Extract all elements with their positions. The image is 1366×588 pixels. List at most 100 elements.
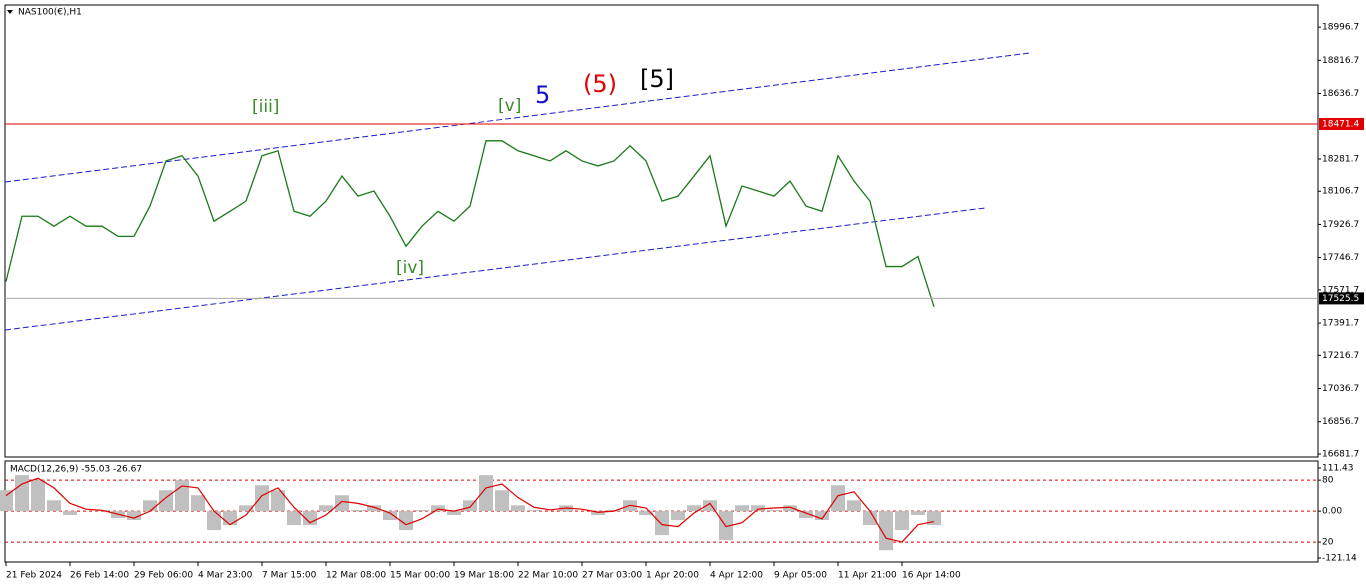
wave-label: (5)	[583, 70, 617, 98]
y-tick-label: 17746.7	[1322, 253, 1359, 263]
y-tick-label: 17926.7	[1322, 220, 1359, 230]
macd-bar	[799, 511, 813, 519]
y-tick-label: -121.14	[1322, 553, 1357, 563]
menu-icon[interactable]	[7, 10, 13, 14]
macd-bar	[383, 511, 397, 521]
price-panel	[4, 4, 1319, 458]
macd-bar	[255, 485, 269, 512]
y-tick-label: 17216.7	[1322, 351, 1359, 361]
macd-bar	[863, 511, 877, 526]
macd-bar	[895, 511, 909, 531]
macd-bar	[767, 509, 781, 512]
x-tick-label: 22 Mar 10:00	[518, 571, 578, 581]
macd-bar	[271, 490, 285, 512]
price-level-label: 17525.5	[1322, 294, 1359, 304]
macd-bar	[367, 505, 381, 512]
y-tick-label: 17036.7	[1322, 384, 1359, 394]
macd-title: MACD(12,26,9) -55.03 -26.67	[10, 465, 142, 475]
x-tick-label: 16 Apr 14:00	[902, 571, 961, 581]
macd-bar	[495, 490, 509, 512]
x-tick-label: 27 Mar 03:00	[582, 571, 642, 581]
wave-label: [iv]	[396, 258, 424, 278]
channel-lower	[4, 207, 986, 331]
macd-bar	[703, 500, 717, 512]
macd-bar	[783, 505, 797, 512]
macd-bar	[655, 511, 669, 536]
y-tick-label: 18996.7	[1322, 23, 1359, 33]
macd-bar	[479, 475, 493, 512]
macd-bar	[687, 505, 701, 512]
x-tick-label: 15 Mar 00:00	[390, 571, 450, 581]
macd-bar	[463, 500, 477, 512]
macd-bar	[879, 511, 893, 551]
y-tick-label: 18106.7	[1322, 187, 1359, 197]
y-tick-label: 111.43	[1322, 463, 1354, 473]
price-level-box	[1319, 117, 1364, 130]
macd-bar	[751, 505, 765, 512]
y-tick-label: 80	[1322, 476, 1334, 486]
macd-bar	[175, 480, 189, 512]
macd-bar	[0, 490, 13, 512]
y-tick-label: 16681.7	[1322, 449, 1359, 459]
y-tick-label: 17571.7	[1322, 285, 1359, 295]
macd-bar	[511, 505, 525, 512]
macd-bar	[239, 505, 253, 512]
macd-bar	[671, 511, 685, 521]
x-tick-label: 9 Apr 05:00	[774, 571, 827, 581]
macd-bar	[815, 511, 829, 521]
x-tick-label: 1 Apr 20:00	[646, 571, 699, 581]
macd-bar	[15, 475, 29, 512]
macd-bar	[527, 509, 541, 512]
y-tick-label: 18636.7	[1322, 89, 1359, 99]
price-level-label: 18471.4	[1322, 119, 1359, 129]
y-tick-label: 16856.7	[1322, 417, 1359, 427]
macd-bar	[335, 495, 349, 512]
y-tick-label: 0.00	[1322, 507, 1342, 517]
macd-bar	[639, 511, 653, 515]
wave-label: 5	[535, 81, 550, 109]
macd-bar	[431, 505, 445, 512]
macd-bar	[287, 511, 301, 526]
macd-bar	[351, 509, 365, 512]
macd-bar	[735, 505, 749, 512]
x-tick-label: 12 Mar 08:00	[326, 571, 386, 581]
x-tick-label: 11 Apr 21:00	[838, 571, 897, 581]
wave-label: [iii]	[252, 97, 279, 117]
macd-bar	[319, 505, 333, 512]
x-tick-label: 21 Feb 2024	[6, 571, 62, 581]
macd-bar	[847, 500, 861, 512]
price-level-box	[1319, 292, 1364, 305]
price-line	[5, 140, 935, 307]
x-tick-label: 4 Mar 23:00	[198, 571, 253, 581]
y-tick-label: 17391.7	[1322, 319, 1359, 329]
wave-label: [5]	[640, 65, 674, 93]
macd-bar	[447, 511, 461, 515]
macd-bar	[831, 485, 845, 512]
macd-bar	[31, 480, 45, 512]
macd-bar	[63, 511, 77, 515]
y-tick-label: 18816.7	[1322, 56, 1359, 66]
macd-bar	[911, 511, 925, 515]
macd-bar	[191, 495, 205, 512]
x-tick-label: 26 Feb 14:00	[70, 571, 129, 581]
macd-bar	[591, 511, 605, 515]
macd-bar	[399, 511, 413, 531]
y-tick-label: 20	[1322, 538, 1334, 548]
macd-bar	[127, 511, 141, 521]
macd-bar	[143, 500, 157, 512]
channel-upper	[4, 52, 1031, 183]
signal-line	[5, 477, 935, 543]
macd-bar	[223, 511, 237, 526]
x-tick-label: 4 Apr 12:00	[710, 571, 763, 581]
x-tick-label: 29 Feb 06:00	[134, 571, 193, 581]
wave-label: [v]	[498, 96, 521, 116]
x-tick-label: 7 Mar 15:00	[262, 571, 317, 581]
macd-bar	[47, 500, 61, 512]
y-tick-label: 18281.7	[1322, 154, 1359, 164]
chart-title: NAS100(€),H1	[18, 8, 82, 18]
macd-bar	[415, 509, 429, 512]
x-tick-label: 19 Mar 18:00	[454, 571, 514, 581]
macd-bar	[207, 511, 221, 531]
macd-bar	[927, 511, 941, 526]
